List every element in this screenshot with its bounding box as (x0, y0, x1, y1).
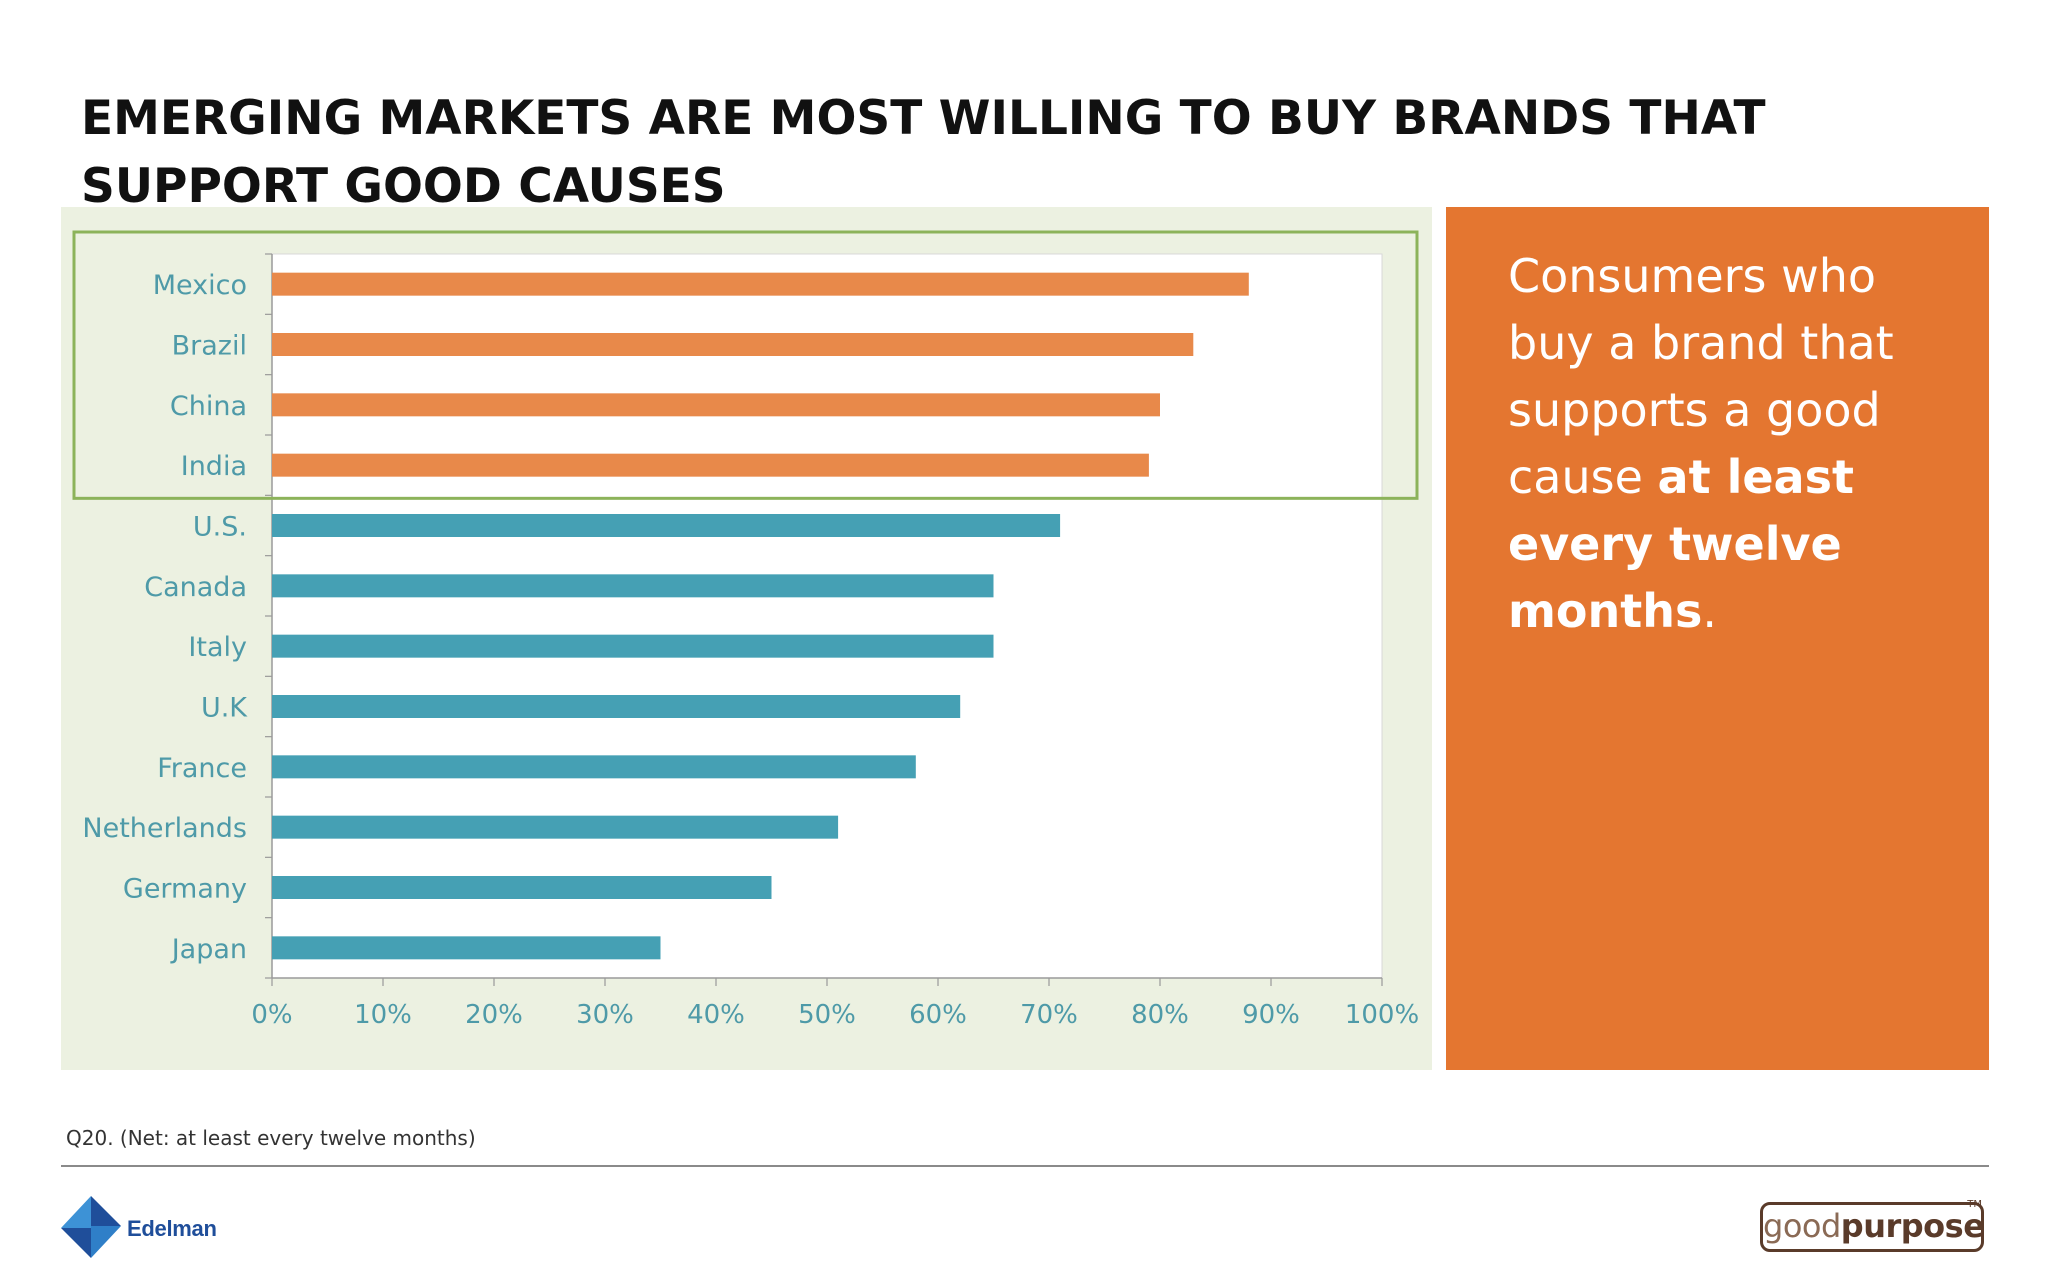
goodpurpose-logo-text: goodpurpose (1763, 1207, 1985, 1245)
x-tick-label: 30% (576, 1000, 634, 1030)
category-label: U.S. (193, 512, 247, 543)
chart-panel: Mexico Brazil China India U.S. Canada Italy U.K… (61, 207, 1432, 1070)
callout-text: Consumers who buy a brand that supports … (1508, 243, 1948, 645)
goodpurpose-logo-tm: TM (1967, 1199, 1982, 1210)
emerging-markets-highlight-box (72, 230, 1419, 500)
goodpurpose-logo-light: good (1763, 1207, 1841, 1245)
x-tick-label: 20% (465, 1000, 523, 1030)
category-label: China (170, 391, 247, 422)
footer-divider (61, 1165, 1989, 1167)
category-label: Netherlands (82, 813, 247, 844)
bar-uk (272, 695, 961, 718)
bar-italy (272, 634, 994, 658)
edelman-logo-icon (61, 1196, 121, 1258)
x-tick-label: 70% (1020, 1000, 1078, 1030)
callout-text-part2: . (1702, 584, 1718, 638)
edelman-logo-text: Edelman (127, 1216, 217, 1241)
x-tick-label: 90% (1242, 1000, 1300, 1030)
bar-brazil (272, 333, 1194, 356)
bar-mexico (272, 272, 1249, 296)
callout-text-bold: at least every twelve months (1508, 450, 1854, 638)
x-tick-label: 100% (1345, 1000, 1419, 1030)
category-label: U.K (201, 693, 248, 724)
category-label: Germany (123, 874, 247, 905)
x-tick-label: 10% (354, 1000, 412, 1030)
category-label: Italy (188, 632, 247, 663)
bar-chart: Mexico Brazil China India U.S. Canada Italy U.K… (72, 230, 1419, 1030)
category-label: Brazil (172, 331, 247, 362)
edelman-logo: Edelman (61, 1196, 231, 1260)
bar-germany (272, 876, 772, 899)
category-label: India (181, 451, 247, 482)
bar-france (272, 755, 916, 779)
plot-area (271, 253, 1383, 979)
callout-text-part1: Consumers who buy a brand that supports … (1508, 249, 1894, 504)
footnote: Q20. (Net: at least every twelve months) (66, 1126, 476, 1150)
category-label: France (157, 753, 247, 784)
bar-canada (272, 574, 994, 598)
x-tick-label: 50% (798, 1000, 856, 1030)
x-tick-label: 40% (687, 1000, 745, 1030)
bar-netherlands (272, 815, 839, 839)
callout-box: Consumers who buy a brand that supports … (1446, 207, 1989, 1070)
category-label: Mexico (153, 270, 247, 301)
bar-japan (272, 936, 661, 960)
bar-china (272, 393, 1160, 417)
x-tick-label: 60% (909, 1000, 967, 1030)
category-label: Japan (170, 934, 247, 965)
bar-us (272, 514, 1061, 537)
slide-title: EMERGING MARKETS ARE MOST WILLING TO BUY… (81, 91, 1766, 214)
bar-india (272, 453, 1149, 477)
goodpurpose-logo: goodpurpose TM (1760, 1199, 1985, 1252)
x-tick-label: 0% (251, 1000, 292, 1030)
x-tick-label: 80% (1131, 1000, 1189, 1030)
goodpurpose-logo-bold: purpose (1840, 1207, 1985, 1245)
category-label: Canada (144, 572, 247, 603)
